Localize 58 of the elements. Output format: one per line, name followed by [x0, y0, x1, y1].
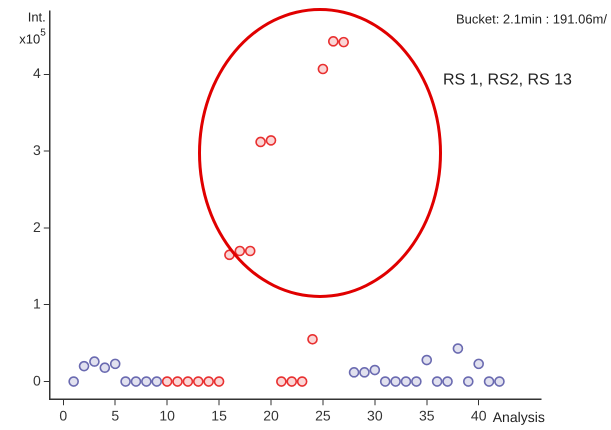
y-tick-label: 2	[32, 218, 41, 235]
annotation: RS 1, RS2, RS 13	[443, 71, 572, 88]
point	[100, 362, 110, 374]
point	[328, 36, 339, 47]
y-tick-label: 4	[32, 65, 41, 82]
point	[266, 135, 276, 146]
point	[89, 356, 100, 367]
point	[172, 376, 183, 387]
point	[276, 376, 287, 387]
point	[421, 354, 432, 366]
point	[120, 376, 131, 387]
x-tick-label: 15	[211, 407, 228, 424]
point	[151, 376, 162, 387]
x-tick-label: 20	[263, 407, 279, 424]
point	[390, 376, 401, 387]
x-tick-label: 5	[111, 407, 120, 424]
y-tick-label: 0	[32, 372, 41, 388]
point	[380, 376, 391, 387]
point	[318, 64, 328, 74]
x-tick-label: 35	[418, 407, 435, 424]
point	[452, 343, 464, 354]
point	[348, 367, 360, 378]
point	[494, 376, 505, 387]
x-tick-label: 0	[59, 407, 68, 424]
x-tick-label: 30	[367, 407, 383, 424]
x-axis-title: Analysis	[492, 409, 545, 426]
point	[182, 376, 194, 387]
point	[68, 376, 79, 387]
x-tick-label: 25	[315, 407, 331, 424]
point	[130, 376, 142, 387]
point	[203, 376, 214, 387]
point	[463, 376, 474, 387]
point	[162, 376, 172, 387]
annotation: Bucket: 2.1min : 191.06m/	[456, 11, 608, 26]
point	[359, 367, 370, 378]
point	[411, 376, 422, 387]
point	[234, 246, 246, 256]
point	[255, 136, 266, 148]
point	[244, 246, 256, 256]
point	[473, 358, 484, 370]
point	[370, 364, 380, 376]
x-tick-label: 10	[159, 407, 176, 424]
point	[296, 376, 308, 387]
point	[78, 360, 90, 372]
x-tick-label: 40	[470, 407, 487, 424]
point	[192, 376, 204, 387]
point	[141, 376, 152, 387]
point	[432, 376, 442, 387]
point	[442, 376, 453, 387]
point	[286, 376, 298, 387]
point	[484, 376, 494, 387]
y-tick-label: 3	[32, 142, 41, 158]
point	[400, 376, 412, 387]
point	[110, 358, 121, 370]
point	[307, 334, 318, 345]
point	[338, 36, 349, 48]
point	[214, 376, 224, 387]
y-tick-label: 1	[32, 296, 41, 312]
